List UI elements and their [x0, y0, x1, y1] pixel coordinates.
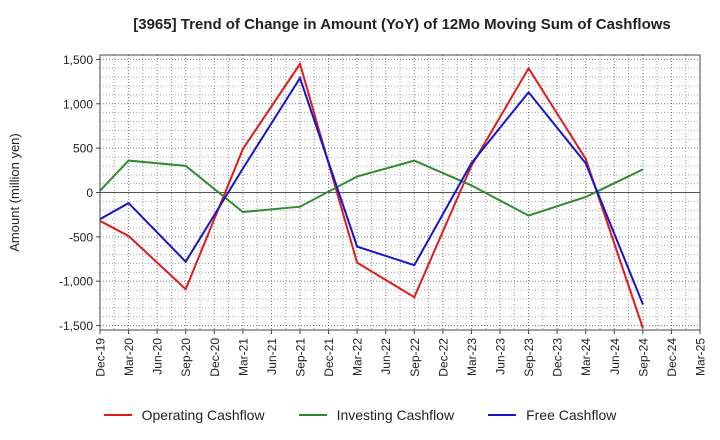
legend: Operating Cashflow Investing Cashflow Fr…: [0, 403, 720, 427]
data-point-free: [642, 303, 644, 305]
y-tick-label: 1,500: [63, 53, 93, 67]
legend-swatch-investing: [298, 414, 327, 416]
x-tick-label: Dec-22: [436, 338, 450, 377]
y-tick-label: 0: [86, 186, 93, 200]
legend-swatch-operating: [103, 414, 132, 416]
y-tick-label: -1,000: [59, 275, 93, 289]
y-axis-title: Amount (million yen): [7, 133, 22, 252]
x-tick-label: Sep-20: [179, 338, 193, 377]
data-point-free: [470, 162, 473, 164]
legend-swatch-free: [488, 414, 517, 416]
legend-item-operating: Operating Cashflow: [103, 407, 265, 423]
data-point-free: [356, 246, 358, 248]
data-point-free: [527, 91, 530, 93]
legend-label-operating: Operating Cashflow: [141, 407, 265, 423]
legend-item-investing: Investing Cashflow: [298, 407, 455, 423]
x-tick-label: Dec-20: [208, 338, 222, 377]
data-point-investing: [585, 196, 587, 198]
x-tick-label: Sep-21: [294, 338, 308, 377]
x-tick-label: Dec-23: [551, 338, 565, 377]
data-point-investing: [127, 159, 130, 162]
x-tick-label: Mar-20: [122, 338, 136, 376]
x-tick-label: Sep-22: [408, 338, 422, 377]
x-tick-label: Sep-24: [636, 338, 650, 377]
data-point-free: [585, 162, 587, 164]
legend-label-investing: Investing Cashflow: [336, 407, 455, 423]
x-tick-label: Sep-23: [522, 338, 536, 377]
data-point-operating: [356, 261, 358, 264]
data-point-operating: [413, 296, 415, 298]
x-tick-label: Jun-24: [608, 338, 622, 375]
data-point-operating: [185, 288, 187, 290]
legend-label-free: Free Cashflow: [526, 407, 617, 423]
x-tick-label: Jun-21: [265, 338, 279, 375]
data-point-operating: [585, 158, 587, 160]
data-point-operating: [242, 148, 244, 150]
x-tick-label: Jun-22: [379, 338, 393, 375]
data-point-investing: [413, 159, 415, 162]
x-tick-label: Mar-22: [351, 338, 365, 376]
y-tick-label: -500: [69, 230, 93, 244]
data-point-free: [242, 167, 244, 170]
x-tick-label: Dec-24: [665, 338, 679, 377]
x-tick-label: Mar-21: [236, 338, 250, 376]
chart-title: [3965] Trend of Change in Amount (YoY) o…: [133, 16, 671, 33]
x-tick-label: Mar-24: [579, 338, 593, 376]
data-point-free: [185, 261, 187, 263]
data-point-free: [299, 77, 301, 79]
y-tick-label: 500: [73, 142, 93, 156]
y-tick-label: -1,500: [59, 319, 93, 333]
x-tick-label: Mar-25: [694, 338, 708, 376]
data-point-free: [413, 264, 415, 266]
legend-item-free: Free Cashflow: [488, 407, 616, 423]
data-point-investing: [642, 168, 644, 171]
x-tick-label: Jun-20: [151, 338, 165, 375]
data-point-operating: [299, 63, 301, 65]
data-point-operating: [527, 67, 530, 69]
x-tick-label: Dec-21: [322, 338, 336, 377]
data-point-free: [127, 202, 130, 204]
x-tick-label: Jun-23: [494, 338, 508, 375]
y-tick-label: 1,000: [63, 97, 93, 111]
data-point-investing: [527, 214, 530, 217]
x-tick-label: Dec-19: [94, 338, 108, 377]
data-point-investing: [242, 211, 244, 213]
data-point-investing: [470, 184, 473, 187]
data-point-investing: [356, 175, 358, 178]
x-tick-label: Mar-23: [465, 338, 479, 376]
data-point-investing: [185, 165, 187, 167]
data-point-operating: [642, 327, 644, 329]
data-point-operating: [127, 235, 130, 237]
data-point-investing: [299, 206, 301, 208]
